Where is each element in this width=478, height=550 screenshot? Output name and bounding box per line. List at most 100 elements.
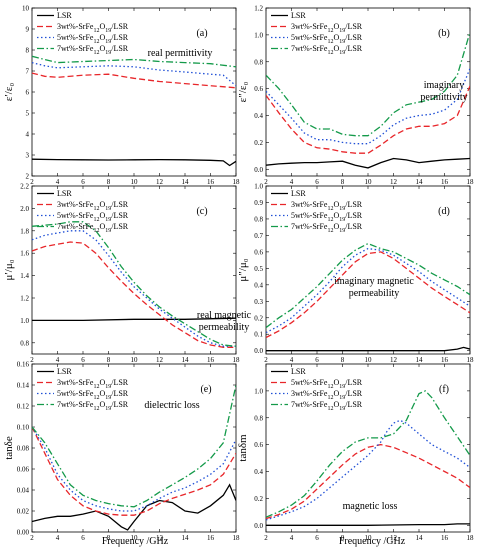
legend-entry: 7wt%-SrFe12O19/LSR bbox=[291, 222, 363, 234]
x-tick-label: 2 bbox=[264, 178, 268, 186]
panel-annotation: real permittivity bbox=[148, 48, 213, 59]
panel-annotation: imaginary bbox=[424, 80, 465, 91]
panel-annotation: real magnetic bbox=[197, 310, 252, 321]
x-tick-label: 16 bbox=[441, 178, 449, 186]
panel-a: 2 4 6 8 10 12 14 16 18 2 3 4 5 6 7 8 9 10 ε′/ε₀ LSR 3wt%-SrF… bbox=[3, 5, 240, 187]
panel-annotation: permeability bbox=[199, 322, 250, 333]
legend-entry: 5wt%-SrFe12O19/LSR bbox=[291, 33, 363, 45]
x-tick-label: 6 bbox=[315, 356, 319, 364]
y-tick-label: 0.0 bbox=[254, 347, 263, 355]
legend-entry: 7wt%-SrFe12O19/LSR bbox=[57, 222, 129, 234]
legend-entry: 5wt%-SrFe12O19/LSR bbox=[291, 378, 363, 390]
x-tick-label: 4 bbox=[290, 356, 294, 364]
y-tick-label: 0.08 bbox=[17, 445, 30, 453]
panel-annotation: imaginary magnetic bbox=[334, 276, 414, 287]
x-tick-label: 12 bbox=[156, 356, 164, 364]
y-tick-label: 1.2 bbox=[254, 5, 263, 13]
x-tick-label: 18 bbox=[233, 534, 241, 542]
y-tick-label: 8 bbox=[26, 47, 30, 55]
series-line-s3 bbox=[32, 426, 236, 516]
x-tick-label: 4 bbox=[290, 178, 294, 186]
y-tick-label: 0.2 bbox=[254, 314, 263, 322]
panel-letter: (c) bbox=[196, 206, 207, 217]
legend-entry: 3wt%-SrFe12O19/LSR bbox=[291, 389, 363, 401]
series-line-LSR bbox=[266, 346, 470, 352]
y-axis-label: ε′/ε₀ bbox=[3, 83, 15, 102]
legend-entry: LSR bbox=[291, 189, 306, 198]
legend-entry: 3wt%-SrFe12O19/LSR bbox=[291, 200, 363, 212]
series-line-LSR bbox=[32, 483, 236, 531]
x-tick-label: 2 bbox=[30, 356, 34, 364]
x-tick-label: 6 bbox=[315, 178, 319, 186]
series-line-s3 bbox=[266, 443, 470, 520]
x-tick-label: 18 bbox=[467, 534, 475, 542]
legend-entry: 7wt%-SrFe12O19/LSR bbox=[57, 44, 129, 56]
series-line-s7 bbox=[32, 384, 236, 508]
x-tick-label: 6 bbox=[81, 356, 85, 364]
y-tick-label: 1.6 bbox=[20, 250, 29, 258]
x-tick-label: 12 bbox=[156, 534, 164, 542]
legend-entry: 7wt%-SrFe12O19/LSR bbox=[57, 400, 129, 412]
y-tick-label: 0.02 bbox=[17, 508, 30, 516]
legend-entry: 5wt%-SrFe12O19/LSR bbox=[57, 33, 129, 45]
y-tick-label: 0.6 bbox=[254, 441, 263, 449]
x-tick-label: 18 bbox=[467, 356, 475, 364]
x-tick-label: 14 bbox=[182, 534, 190, 542]
x-tick-label: 2 bbox=[264, 356, 268, 364]
y-tick-label: 2.2 bbox=[20, 183, 29, 191]
series-line-LSR bbox=[32, 317, 236, 322]
legend-entry: 3wt%-SrFe12O19/LSR bbox=[57, 378, 129, 390]
y-tick-label: 9 bbox=[26, 26, 30, 34]
y-tick-label: 0.6 bbox=[254, 248, 263, 256]
y-tick-label: 1.8 bbox=[20, 227, 29, 235]
x-tick-label: 14 bbox=[416, 356, 424, 364]
x-tick-label: 16 bbox=[441, 534, 449, 542]
y-tick-label: 7 bbox=[26, 68, 30, 76]
panel-d: 2 4 6 8 10 12 14 16 18 0.0 0.1 0.2 0.3 0.4 0.5 0.6 0.7 0.… bbox=[237, 183, 474, 365]
x-tick-label: 6 bbox=[315, 534, 319, 542]
y-tick-label: 0.7 bbox=[254, 232, 263, 240]
panel-b: 2 4 6 8 10 12 14 16 18 0.0 0.2 0.4 0.6 0.8 1.0 1.2 ε″/ε₀… bbox=[237, 5, 474, 187]
x-tick-label: 4 bbox=[56, 356, 60, 364]
y-tick-label: 0.6 bbox=[254, 85, 263, 93]
panel-annotation: dielectric loss bbox=[144, 400, 199, 411]
x-tick-label: 8 bbox=[107, 534, 111, 542]
x-tick-label: 8 bbox=[107, 178, 111, 186]
y-tick-label: 0.06 bbox=[17, 466, 30, 474]
x-tick-label: 10 bbox=[365, 178, 373, 186]
x-tick-label: 10 bbox=[365, 356, 373, 364]
x-tick-label: 18 bbox=[233, 356, 241, 364]
legend-entry: LSR bbox=[57, 11, 72, 20]
y-tick-label: 5 bbox=[26, 110, 30, 118]
panel-letter: (d) bbox=[438, 206, 450, 217]
x-tick-label: 10 bbox=[131, 356, 139, 364]
y-tick-label: 1.0 bbox=[20, 317, 29, 325]
y-tick-label: 0.4 bbox=[254, 468, 263, 476]
legend-entry: LSR bbox=[291, 11, 306, 20]
x-tick-label: 4 bbox=[56, 178, 60, 186]
y-axis-label: μ″/μ₀ bbox=[237, 258, 249, 281]
x-tick-label: 18 bbox=[233, 178, 241, 186]
y-tick-label: 0.5 bbox=[254, 265, 263, 273]
series-line-s3 bbox=[266, 251, 470, 339]
y-tick-label: 0.4 bbox=[254, 112, 263, 120]
y-axis-label: tanδm bbox=[237, 434, 249, 462]
x-tick-label: 2 bbox=[30, 534, 34, 542]
y-tick-label: 0.1 bbox=[254, 331, 263, 339]
legend-entry: 3wt%-SrFe12O19/LSR bbox=[57, 22, 129, 34]
y-tick-label: 3 bbox=[26, 152, 30, 160]
y-tick-label: 2 bbox=[26, 173, 30, 181]
y-tick-label: 0.04 bbox=[17, 487, 30, 495]
x-tick-label: 2 bbox=[264, 534, 268, 542]
legend-entry: 5wt%-SrFe12O19/LSR bbox=[57, 211, 129, 223]
x-tick-label: 4 bbox=[56, 534, 60, 542]
y-tick-label: 1.2 bbox=[20, 295, 29, 303]
panel-letter: (b) bbox=[438, 28, 450, 39]
y-tick-label: 0.12 bbox=[17, 403, 30, 411]
series-line-s5 bbox=[266, 419, 470, 521]
series-line-s3 bbox=[32, 241, 236, 348]
x-axis-label-left: Frequency /GHz bbox=[102, 536, 169, 547]
legend-entry: 7wt%-SrFe12O19/LSR bbox=[291, 400, 363, 412]
y-axis-label: ε″/ε₀ bbox=[237, 81, 249, 102]
